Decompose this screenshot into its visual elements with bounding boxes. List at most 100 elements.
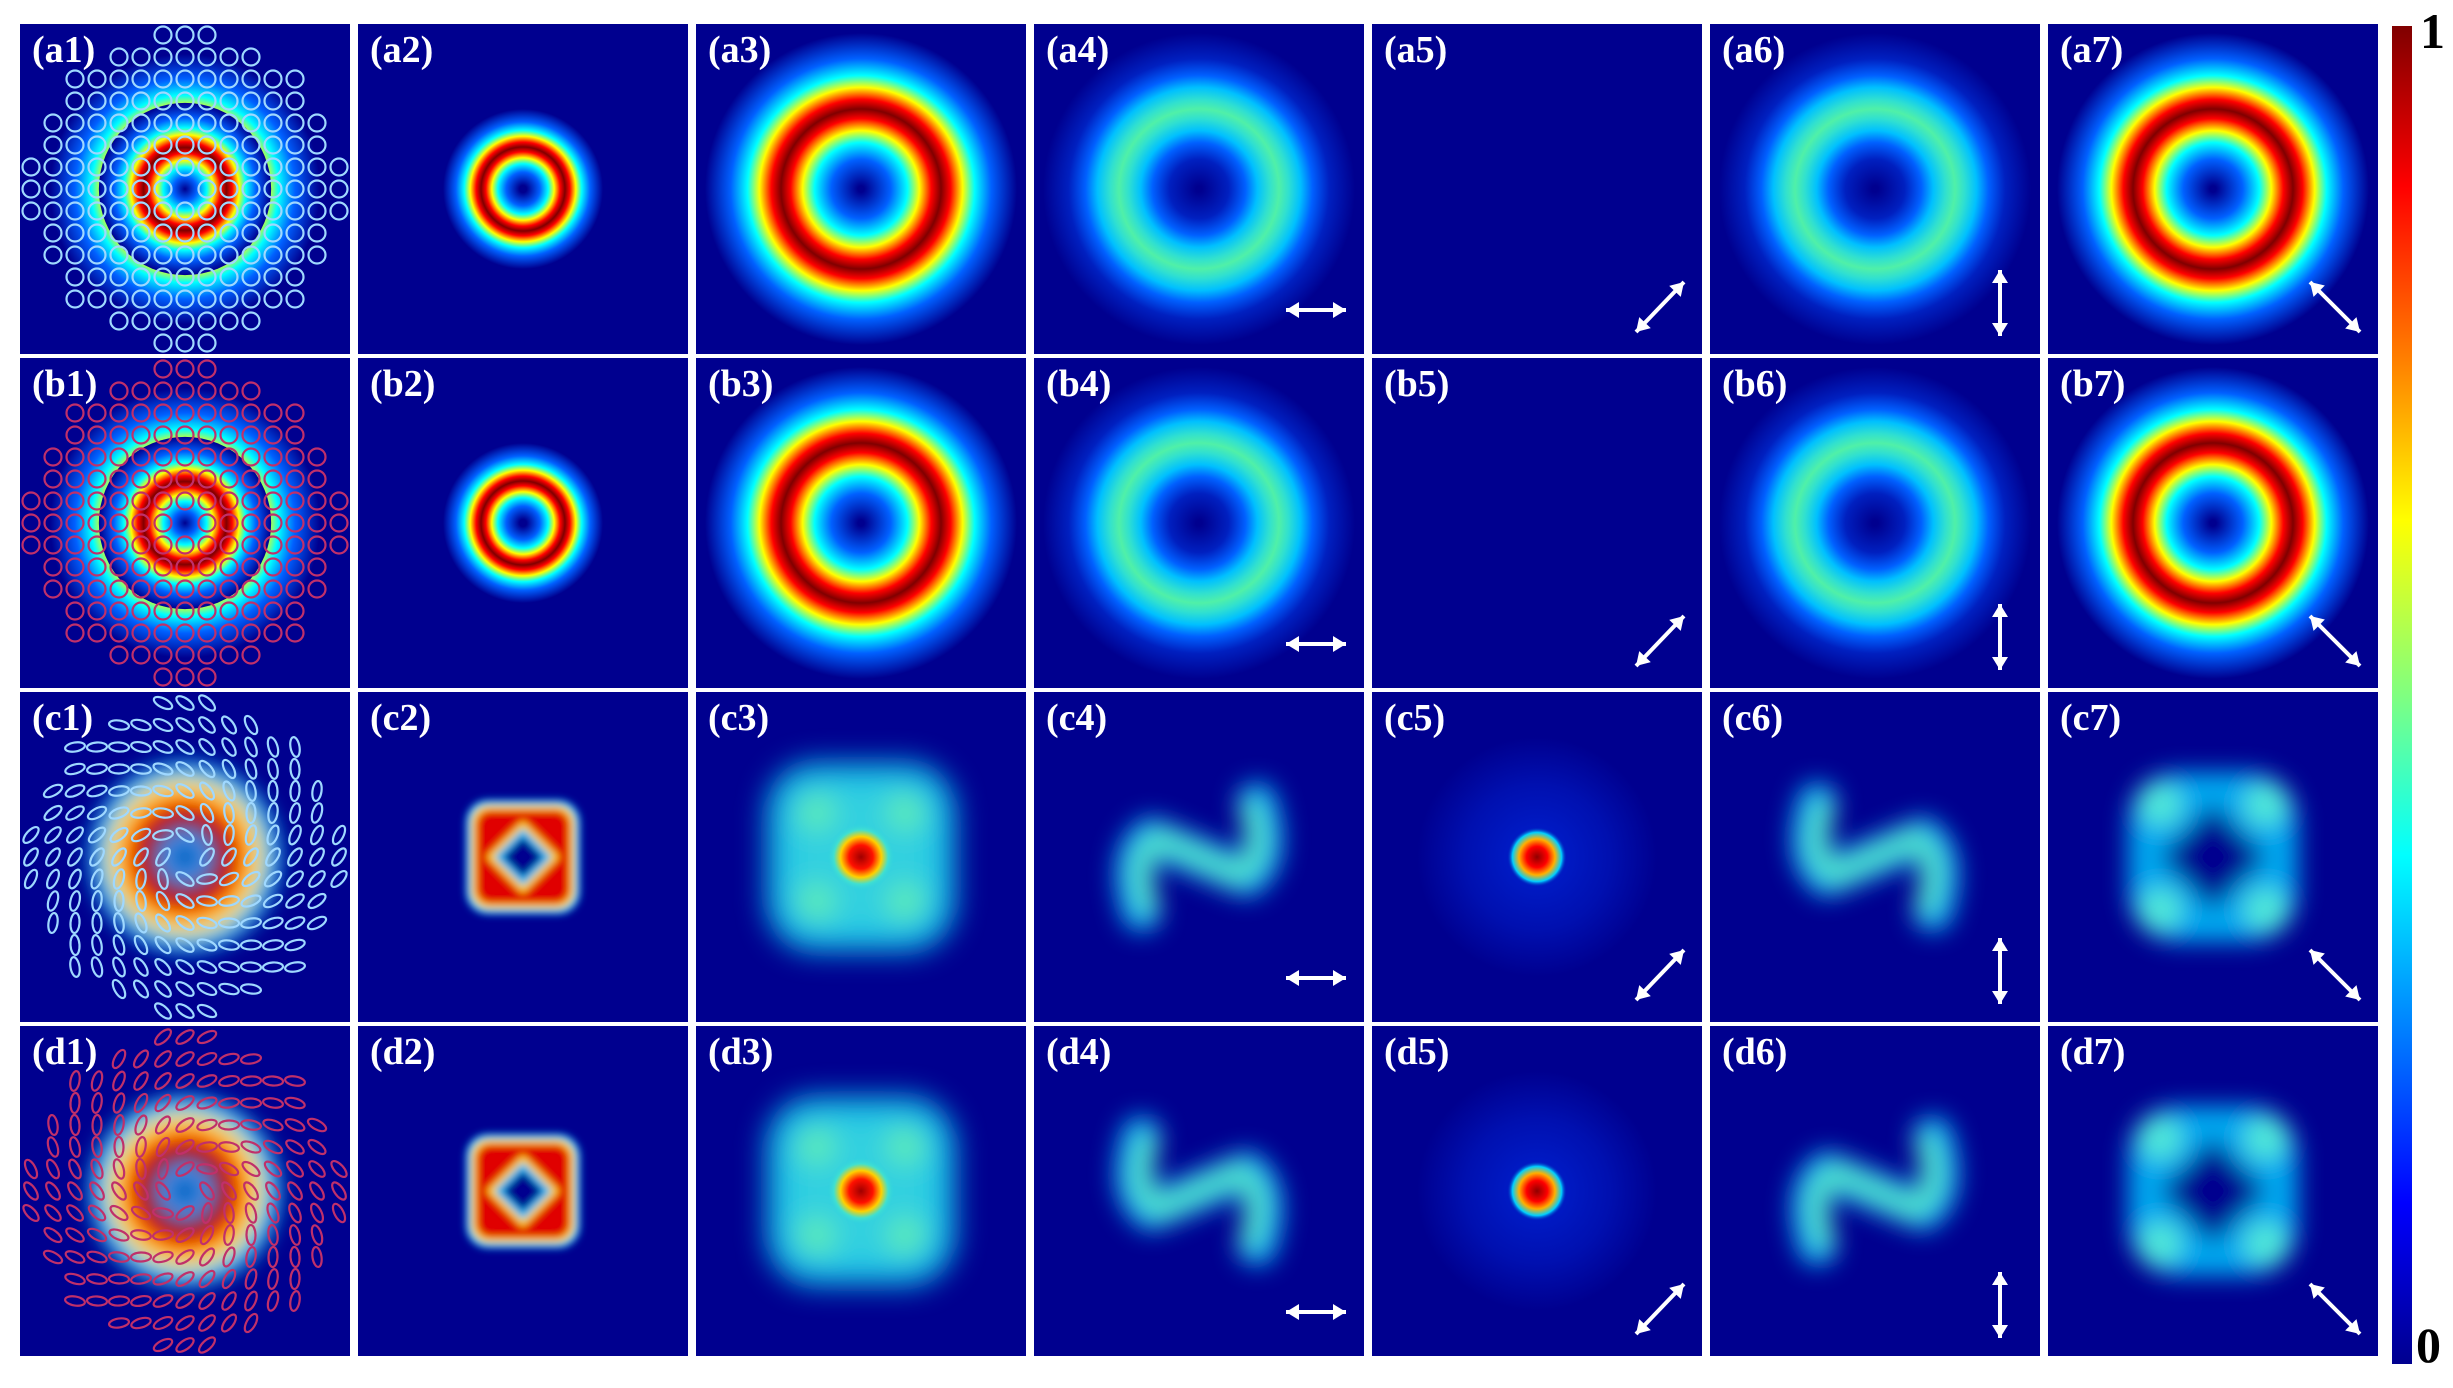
- marker-circle: [153, 557, 173, 577]
- marker-circle: [153, 447, 173, 467]
- marker-circle: [109, 201, 129, 221]
- panel-label: (d6): [1722, 1031, 1788, 1073]
- marker-ellipse: [47, 911, 59, 935]
- marker-ellipse: [196, 960, 218, 974]
- intensity-ring: [443, 443, 603, 603]
- marker-circle: [65, 447, 85, 467]
- marker-ellipse: [133, 1092, 149, 1114]
- marker-circle: [131, 69, 151, 89]
- marker-circle: [109, 311, 129, 331]
- marker-ellipse: [69, 933, 81, 957]
- panel-c7: (c7): [2048, 692, 2378, 1022]
- marker-ellipse: [69, 1070, 81, 1092]
- marker-circle: [175, 579, 195, 599]
- marker-circle: [307, 245, 327, 265]
- intensity-map: [443, 109, 603, 269]
- marker-ellipse: [196, 1051, 218, 1067]
- marker-circle: [307, 535, 327, 555]
- marker-ellipse: [68, 890, 82, 912]
- marker-circle: [219, 135, 239, 155]
- marker-ellipse: [112, 934, 126, 956]
- marker-circle: [109, 601, 129, 621]
- marker-circle: [43, 179, 63, 199]
- marker-ellipse: [152, 1272, 174, 1286]
- marker-circle: [219, 201, 239, 221]
- intensity-ring: [2057, 367, 2369, 679]
- marker-circle: [329, 201, 349, 221]
- intensity-spot: [827, 823, 895, 891]
- marker-circle: [241, 491, 261, 511]
- marker-circle: [21, 201, 41, 221]
- marker-ellipse: [154, 958, 172, 976]
- marker-ellipse: [289, 779, 301, 803]
- marker-circle: [43, 447, 63, 467]
- marker-circle: [87, 91, 107, 111]
- marker-circle: [285, 469, 305, 489]
- intensity-map: [1417, 1071, 1686, 1336]
- panel-label: (c6): [1722, 697, 1784, 739]
- marker-circle: [153, 513, 173, 533]
- marker-circle: [87, 69, 107, 89]
- panel-label: (b5): [1384, 363, 1450, 405]
- marker-ellipse: [68, 1136, 82, 1158]
- marker-ellipse: [311, 779, 323, 803]
- marker-circle: [263, 157, 283, 177]
- panel-b1: (b1): [20, 358, 350, 688]
- marker-circle: [87, 113, 107, 133]
- polarizer-arrow-horizontal: [1286, 636, 1346, 652]
- marker-ellipse: [45, 1158, 61, 1180]
- marker-ellipse: [331, 824, 347, 846]
- marker-circle: [307, 135, 327, 155]
- marker-circle: [109, 267, 129, 287]
- marker-circle: [263, 267, 283, 287]
- marker-circle: [285, 491, 305, 511]
- panel-label: (c1): [32, 697, 94, 739]
- marker-circle: [175, 381, 195, 401]
- intensity-ring: [1719, 33, 2031, 345]
- marker-circle: [329, 535, 349, 555]
- marker-circle: [43, 113, 63, 133]
- panel-label: (b7): [2060, 363, 2126, 405]
- marker-ellipse: [91, 1135, 103, 1159]
- marker-ellipse: [267, 779, 279, 803]
- marker-ellipse: [199, 847, 215, 867]
- panel-c6: (c6): [1710, 692, 2040, 1022]
- marker-circle: [153, 535, 173, 555]
- intensity-map: [466, 800, 580, 914]
- marker-ellipse: [135, 1157, 147, 1181]
- intensity-map: [1719, 33, 2031, 345]
- marker-ellipse: [331, 1181, 347, 1201]
- marker-circle: [197, 223, 217, 243]
- marker-circle: [241, 535, 261, 555]
- marker-circle: [131, 579, 151, 599]
- marker-circle: [285, 601, 305, 621]
- intensity-ring: [705, 33, 1017, 345]
- marker-ellipse: [198, 738, 216, 756]
- marker-ellipse: [86, 1250, 108, 1264]
- marker-ellipse: [175, 761, 195, 777]
- marker-circle: [285, 447, 305, 467]
- marker-ellipse: [130, 1229, 152, 1241]
- marker-ellipse: [223, 823, 235, 847]
- marker-ellipse: [221, 1181, 237, 1201]
- marker-circle: [109, 381, 129, 401]
- marker-ellipse: [197, 694, 217, 712]
- marker-circle: [197, 579, 217, 599]
- panel-b3: (b3): [696, 358, 1026, 688]
- marker-ellipse: [220, 1313, 238, 1333]
- marker-circle: [65, 267, 85, 287]
- marker-ellipse: [221, 1291, 237, 1311]
- marker-ellipse: [265, 847, 281, 867]
- polarizer-arrow-horizontal: [1286, 1304, 1346, 1320]
- marker-circle: [285, 201, 305, 221]
- marker-circle: [175, 425, 195, 445]
- marker-ellipse: [130, 1316, 152, 1330]
- intensity-map: [21, 25, 349, 353]
- panel-label: (c4): [1046, 697, 1108, 739]
- marker-ellipse: [175, 1249, 195, 1265]
- marker-ellipse: [241, 870, 261, 888]
- marker-circle: [65, 535, 85, 555]
- marker-circle: [241, 179, 261, 199]
- marker-circle: [285, 179, 305, 199]
